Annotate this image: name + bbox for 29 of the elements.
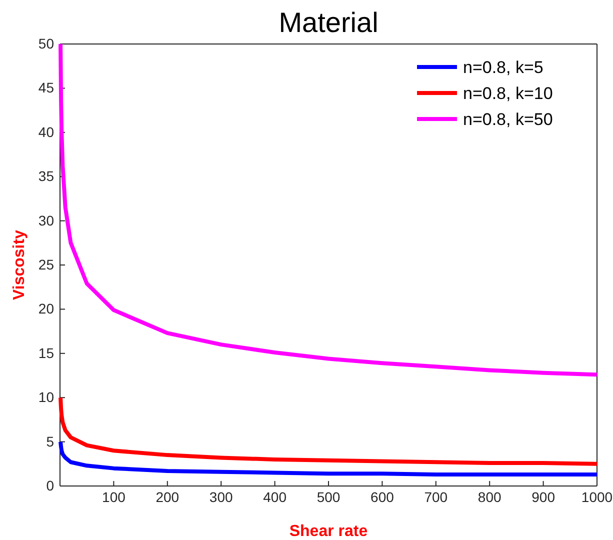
x-axis-title: Shear rate [289, 523, 368, 540]
x-tick-label: 700 [424, 488, 448, 505]
x-tick-label: 400 [263, 488, 287, 505]
x-tick-label: 1000 [581, 488, 613, 505]
legend-label: n=0.8, k=5 [463, 58, 544, 77]
line-series [58, 440, 599, 477]
y-tick-label: 40 [38, 124, 54, 140]
x-tick-label: 600 [370, 488, 394, 505]
y-axis-title: Viscosity [11, 230, 28, 300]
y-tick-label: 25 [38, 256, 54, 272]
y-tick-label: 15 [38, 344, 54, 361]
y-tick-label: 30 [38, 212, 54, 228]
x-tick-label: 100 [102, 488, 126, 505]
x-tick-label: 300 [209, 488, 233, 505]
y-tick-label: 50 [38, 35, 54, 52]
chart-title: Material [278, 7, 378, 38]
line-series [58, 396, 599, 466]
legend-label: n=0.8, k=50 [463, 110, 553, 129]
y-tick-label: 0 [46, 477, 54, 494]
x-tick-label: 200 [156, 488, 180, 505]
y-tick-label: 10 [38, 389, 54, 406]
y-tick-label: 5 [46, 433, 54, 450]
x-tick-label: 900 [532, 488, 556, 505]
y-tick-label: 45 [38, 80, 54, 96]
legend-label: n=0.8, k=10 [463, 84, 553, 103]
x-tick-label: 500 [316, 488, 340, 505]
x-tick-label: 800 [478, 488, 502, 505]
y-tick-label: 35 [38, 168, 54, 184]
y-tick-label: 20 [38, 300, 54, 317]
